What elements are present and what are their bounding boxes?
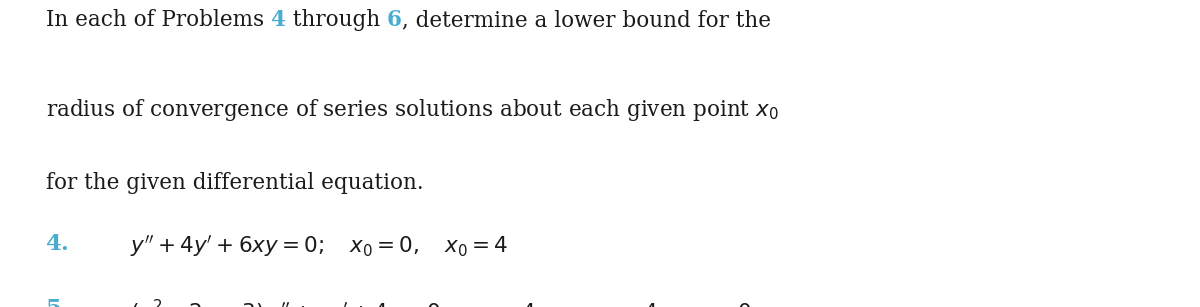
Text: $(x^2 - 2x - 3)\,y'' + xy' + 4y = 0;\quad x_0 = 4, \quad x_0 = -4, \quad x_0 = 0: $(x^2 - 2x - 3)\,y'' + xy' + 4y = 0;\qua… — [130, 298, 752, 307]
Text: 4: 4 — [271, 9, 286, 31]
Text: 4.: 4. — [46, 233, 70, 255]
Text: for the given differential equation.: for the given differential equation. — [46, 172, 424, 194]
Text: 5.: 5. — [46, 298, 70, 307]
Text: In each of Problems: In each of Problems — [46, 9, 271, 31]
Text: through: through — [286, 9, 386, 31]
Text: $y'' + 4y' + 6xy = 0;\quad x_0 = 0, \quad x_0 = 4$: $y'' + 4y' + 6xy = 0;\quad x_0 = 0, \qua… — [130, 233, 508, 259]
Text: 6: 6 — [386, 9, 402, 31]
Text: radius of convergence of series solutions about each given point $x_0$: radius of convergence of series solution… — [46, 97, 779, 123]
Text: , determine a lower bound for the: , determine a lower bound for the — [402, 9, 770, 31]
